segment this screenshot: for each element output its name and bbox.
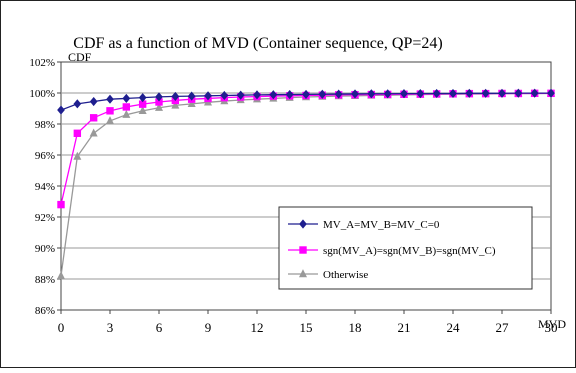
data-point xyxy=(547,88,555,98)
y-tick-label: 94% xyxy=(35,181,55,193)
x-tick-label: 15 xyxy=(300,320,313,335)
data-point xyxy=(432,88,441,99)
y-tick-label: 96% xyxy=(35,150,55,162)
data-point xyxy=(204,91,212,101)
data-point xyxy=(138,93,147,103)
data-point xyxy=(465,88,474,98)
axes: 86% 88% 90% 92% 94% 96% 98% 100% 102% 0 3 6 9 12 15 18 2… xyxy=(29,57,557,335)
y-axis-label: CDF xyxy=(68,50,92,64)
data-point xyxy=(416,89,425,99)
data-point xyxy=(122,93,131,104)
data-point xyxy=(302,89,310,99)
data-point xyxy=(269,90,278,100)
x-tick-label: 6 xyxy=(156,320,163,335)
chart-title: CDF as a function of MVD (Container sequ… xyxy=(73,35,442,52)
data-point xyxy=(367,89,376,99)
legend-label: Otherwise xyxy=(323,269,368,281)
x-tick-label: 0 xyxy=(58,320,65,335)
data-point xyxy=(106,107,114,115)
data-point xyxy=(56,271,66,280)
data-point xyxy=(187,91,196,101)
x-tick-label: 9 xyxy=(205,320,212,335)
data-point xyxy=(253,90,261,100)
data-point xyxy=(449,88,457,99)
y-tick-label: 88% xyxy=(35,274,55,286)
y-tick-label: 98% xyxy=(35,119,55,131)
data-point xyxy=(73,151,82,160)
legend-marker xyxy=(298,269,308,278)
x-tick-label: 3 xyxy=(107,320,114,335)
data-point xyxy=(138,106,147,115)
y-tick-label: 92% xyxy=(35,212,55,224)
y-tick-label: 86% xyxy=(35,305,55,317)
x-axis-label: MVD xyxy=(538,317,566,331)
series-group xyxy=(56,88,556,280)
data-point xyxy=(220,90,229,101)
data-point xyxy=(89,96,98,107)
data-point xyxy=(89,114,98,122)
data-point xyxy=(57,200,65,209)
data-point xyxy=(73,129,82,138)
y-tick-label: 90% xyxy=(35,243,55,255)
data-point xyxy=(57,105,65,115)
data-point xyxy=(351,89,359,99)
legend: MV_A=MV_B=MV_C=0 sgn(MV_A)=sgn(MV_B)=sgn(… xyxy=(278,206,533,290)
data-point xyxy=(400,89,408,99)
legend-label: sgn(MV_A)=sgn(MV_B)=sgn(MV_C) xyxy=(323,245,496,257)
x-tick-label: 30 xyxy=(545,320,558,335)
x-tick-label: 12 xyxy=(251,320,264,335)
x-tick-label: 24 xyxy=(447,320,461,335)
data-point xyxy=(122,109,131,118)
data-point xyxy=(105,116,115,125)
data-point xyxy=(383,89,392,99)
data-point xyxy=(236,90,245,100)
legend-marker xyxy=(299,246,307,254)
data-point xyxy=(89,128,98,137)
legend-marker xyxy=(299,219,307,229)
data-point xyxy=(481,88,490,98)
data-point xyxy=(154,102,164,111)
data-point xyxy=(171,91,180,101)
x-tick-label: 18 xyxy=(349,320,362,335)
data-point xyxy=(514,88,523,98)
data-point xyxy=(106,94,114,104)
series-diamond xyxy=(57,88,555,115)
legend-label: MV_A=MV_B=MV_C=0 xyxy=(323,219,440,231)
y-tick-label: 102% xyxy=(29,57,55,69)
data-point xyxy=(318,89,327,99)
data-point xyxy=(285,89,294,100)
data-point xyxy=(171,100,180,109)
data-point xyxy=(334,89,343,99)
legend-box xyxy=(278,206,533,290)
data-point xyxy=(498,88,506,98)
data-point xyxy=(73,99,82,109)
x-tick-label: 27 xyxy=(496,320,510,335)
x-tick-label: 21 xyxy=(398,320,411,335)
data-point xyxy=(155,92,163,102)
y-tick-label: 100% xyxy=(29,88,55,100)
data-point xyxy=(530,88,539,98)
data-point xyxy=(122,103,131,111)
data-point xyxy=(187,99,196,108)
